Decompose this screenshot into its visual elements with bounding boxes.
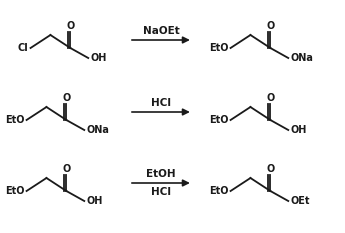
Text: EtO: EtO	[209, 186, 229, 196]
Text: Cl: Cl	[18, 43, 29, 53]
Text: O: O	[266, 93, 275, 103]
Text: OH: OH	[86, 196, 102, 206]
Text: ONa: ONa	[290, 53, 313, 63]
Text: ONa: ONa	[86, 125, 109, 135]
Text: OEt: OEt	[290, 196, 310, 206]
Text: EtO: EtO	[209, 43, 229, 53]
Text: EtO: EtO	[209, 115, 229, 125]
Text: O: O	[266, 164, 275, 174]
Text: EtOH: EtOH	[146, 169, 176, 179]
Text: HCl: HCl	[151, 187, 171, 197]
Text: EtO: EtO	[5, 186, 24, 196]
Text: O: O	[62, 164, 70, 174]
Text: O: O	[266, 21, 275, 31]
Text: EtO: EtO	[5, 115, 24, 125]
Text: OH: OH	[290, 125, 307, 135]
Text: NaOEt: NaOEt	[142, 26, 179, 36]
Text: HCl: HCl	[151, 98, 171, 108]
Text: O: O	[62, 93, 70, 103]
Text: OH: OH	[90, 53, 107, 63]
Text: O: O	[66, 21, 75, 31]
